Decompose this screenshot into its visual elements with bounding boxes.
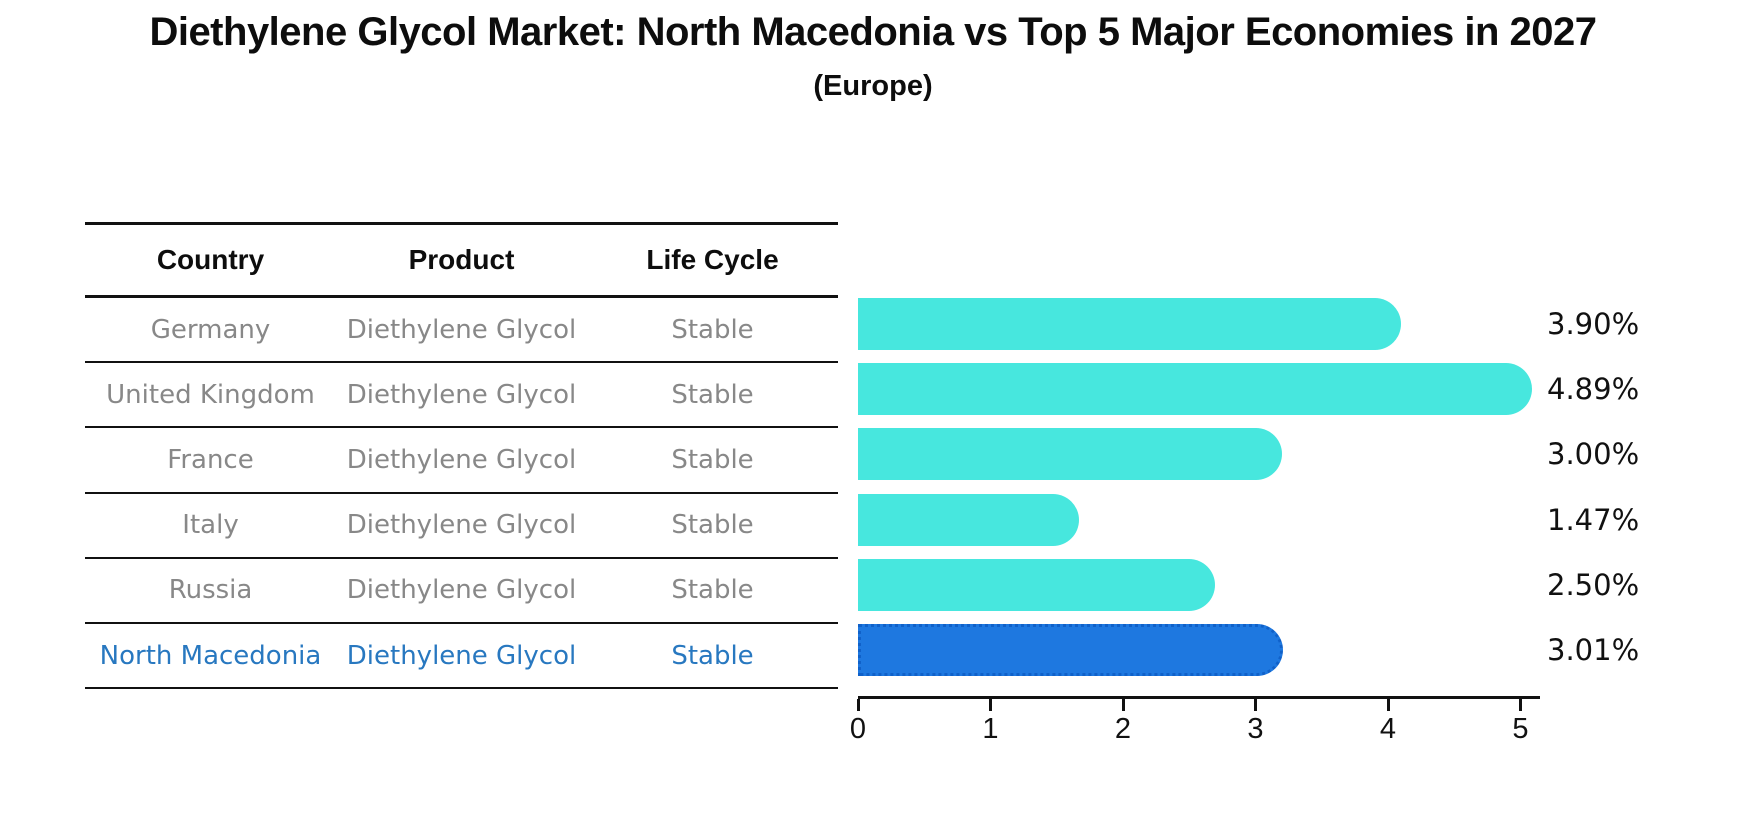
value-label-north-macedonia: 3.01% — [1547, 633, 1640, 667]
life-cycle-cell: Stable — [671, 510, 754, 541]
x-axis-tick — [1386, 699, 1390, 711]
life-cycle-cell: Stable — [671, 444, 754, 475]
table-row-united-kingdom: United Kingdom Diethylene Glycol Stable — [85, 363, 838, 429]
x-axis-tick-label: 0 — [849, 713, 867, 745]
life-cycle-cell: Stable — [671, 575, 754, 606]
bar-france — [858, 428, 1282, 481]
bar-north-macedonia — [858, 624, 1283, 676]
bar-russia — [858, 558, 1216, 611]
country-cell: France — [167, 444, 254, 475]
life-cycle-cell: Stable — [671, 640, 754, 671]
table-row-france: France Diethylene Glycol Stable — [85, 428, 838, 494]
table-row-germany: Germany Diethylene Glycol Stable — [85, 298, 838, 364]
table-row-north-macedonia: North Macedonia Diethylene Glycol Stable — [85, 624, 838, 690]
column-header-life-cycle: Life Cycle — [646, 244, 779, 275]
value-label-germany: 3.90% — [1547, 307, 1640, 341]
bar-united-kingdom — [858, 363, 1532, 416]
product-cell: Diethylene Glycol — [346, 379, 577, 410]
value-label-italy: 1.47% — [1547, 502, 1640, 537]
life-cycle-cell: Stable — [671, 314, 754, 345]
product-cell: Diethylene Glycol — [346, 640, 577, 671]
x-axis-tick — [1121, 699, 1125, 711]
x-axis-tick-label: 3 — [1247, 713, 1264, 745]
column-header-country: Country — [156, 244, 265, 275]
x-axis-tick-label: 4 — [1379, 713, 1397, 745]
x-axis-tick — [856, 699, 860, 711]
life-cycle-cell: Stable — [671, 379, 754, 410]
page-title: Diethylene Glycol Market: North Macedoni… — [149, 10, 1597, 54]
table-row-italy: Italy Diethylene Glycol Stable — [85, 494, 838, 559]
x-axis-tick — [1254, 699, 1257, 711]
bar-germany — [858, 298, 1401, 350]
x-axis-tick — [1519, 699, 1522, 711]
bar-italy — [858, 493, 1079, 546]
country-cell: Italy — [182, 510, 239, 541]
product-cell: Diethylene Glycol — [346, 575, 577, 606]
product-cell: Diethylene Glycol — [346, 444, 577, 475]
x-axis-tick-label: 1 — [982, 713, 999, 745]
x-axis-tick — [989, 699, 992, 711]
page-subtitle: (Europe) — [813, 70, 933, 102]
country-cell: Russia — [168, 575, 253, 606]
country-table: Country Product Life Cycle Germany Dieth… — [85, 222, 838, 690]
product-cell: Diethylene Glycol — [346, 314, 577, 345]
country-cell: Germany — [150, 314, 271, 345]
column-header-product: Product — [408, 244, 515, 275]
table-header-row: Country Product Life Cycle — [85, 225, 838, 298]
value-label-france: 3.00% — [1547, 437, 1640, 472]
table-row-russia: Russia Diethylene Glycol Stable — [85, 559, 838, 624]
value-label-russia: 2.50% — [1547, 567, 1640, 602]
x-axis-tick-label: 5 — [1512, 713, 1529, 745]
product-cell: Diethylene Glycol — [346, 510, 577, 541]
country-cell: United Kingdom — [106, 379, 315, 410]
country-cell: North Macedonia — [99, 640, 322, 671]
x-axis-line — [858, 696, 1540, 699]
x-axis-tick-label: 2 — [1114, 713, 1132, 745]
value-label-united-kingdom: 4.89% — [1547, 372, 1640, 407]
